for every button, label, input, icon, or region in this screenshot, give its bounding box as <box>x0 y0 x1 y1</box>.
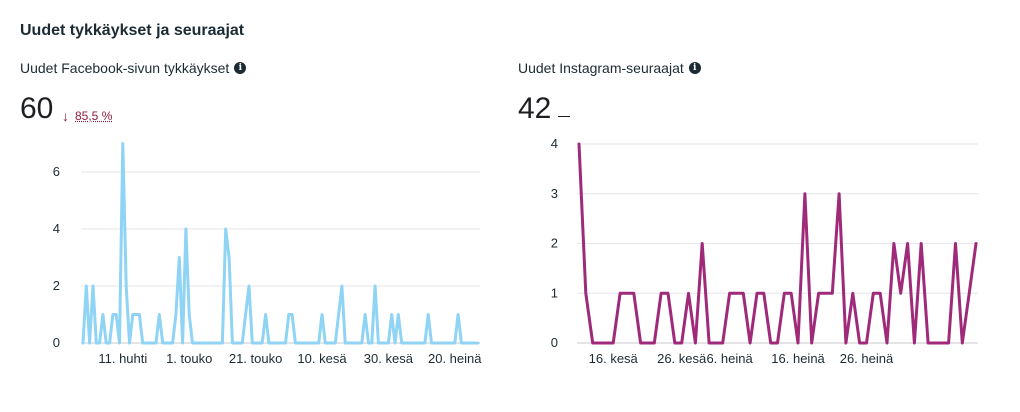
y-tick-label: 6 <box>53 164 60 179</box>
x-tick-label: 6. heinä <box>706 351 753 366</box>
instagram-followers-panel: Uudet Instagram-seuraajat i 42 0 1 2 3 4 16. … <box>518 60 988 400</box>
y-tick-label: 3 <box>551 186 558 201</box>
facebook-likes-title-row: Uudet Facebook-sivun tykkäykset i <box>20 60 247 76</box>
x-tick-label: 11. huhti <box>98 351 147 366</box>
x-tick-label: 10. kesä <box>297 351 347 366</box>
x-tick-label: 26. kesä <box>657 351 707 366</box>
series-line <box>577 142 978 345</box>
facebook-likes-change: ↓ 85,5 % <box>62 108 112 124</box>
x-tick-label: 30. kesä <box>364 351 414 366</box>
section-title: Uudet tykkäykset ja seuraajat <box>20 22 245 39</box>
x-tick-label: 16. kesä <box>589 351 639 366</box>
facebook-likes-change-value[interactable]: 85,5 % <box>75 109 113 123</box>
y-tick-label: 0 <box>53 335 60 350</box>
y-tick-label: 2 <box>551 236 558 251</box>
y-tick-label: 2 <box>53 278 60 293</box>
facebook-likes-chart: 0 2 4 6 11. huhti 1. touko 21. touko 10. kesä 30… <box>53 142 482 366</box>
x-tick-label: 21. touko <box>229 351 283 366</box>
y-tick-label: 0 <box>551 335 558 350</box>
facebook-likes-panel: Uudet Facebook-sivun tykkäykset i 60 ↓ 8… <box>20 60 490 400</box>
y-tick-label: 4 <box>53 221 60 236</box>
x-tick-label: 16. heinä <box>771 351 825 366</box>
series-line <box>81 142 480 345</box>
instagram-followers-title-row: Uudet Instagram-seuraajat i <box>518 60 701 76</box>
info-icon[interactable]: i <box>234 62 247 74</box>
x-tick-label: 26. heinä <box>840 351 894 366</box>
instagram-followers-chart: 0 1 2 3 4 16. kesä 26. kesä 6. heinä 16. heinä 26… <box>551 136 978 366</box>
instagram-followers-total: 42 <box>518 92 552 125</box>
y-tick-label: 4 <box>551 136 558 151</box>
arrow-down-icon: ↓ <box>62 108 69 124</box>
x-tick-label: 1. touko <box>166 351 212 366</box>
no-change-indicator <box>558 116 570 117</box>
info-icon[interactable]: i <box>688 62 701 74</box>
instagram-followers-title: Uudet Instagram-seuraajat <box>518 60 684 76</box>
x-tick-label: 20. heinä <box>428 351 482 366</box>
y-tick-label: 1 <box>551 285 558 300</box>
facebook-likes-total: 60 <box>20 92 54 125</box>
facebook-likes-title: Uudet Facebook-sivun tykkäykset <box>20 60 230 76</box>
